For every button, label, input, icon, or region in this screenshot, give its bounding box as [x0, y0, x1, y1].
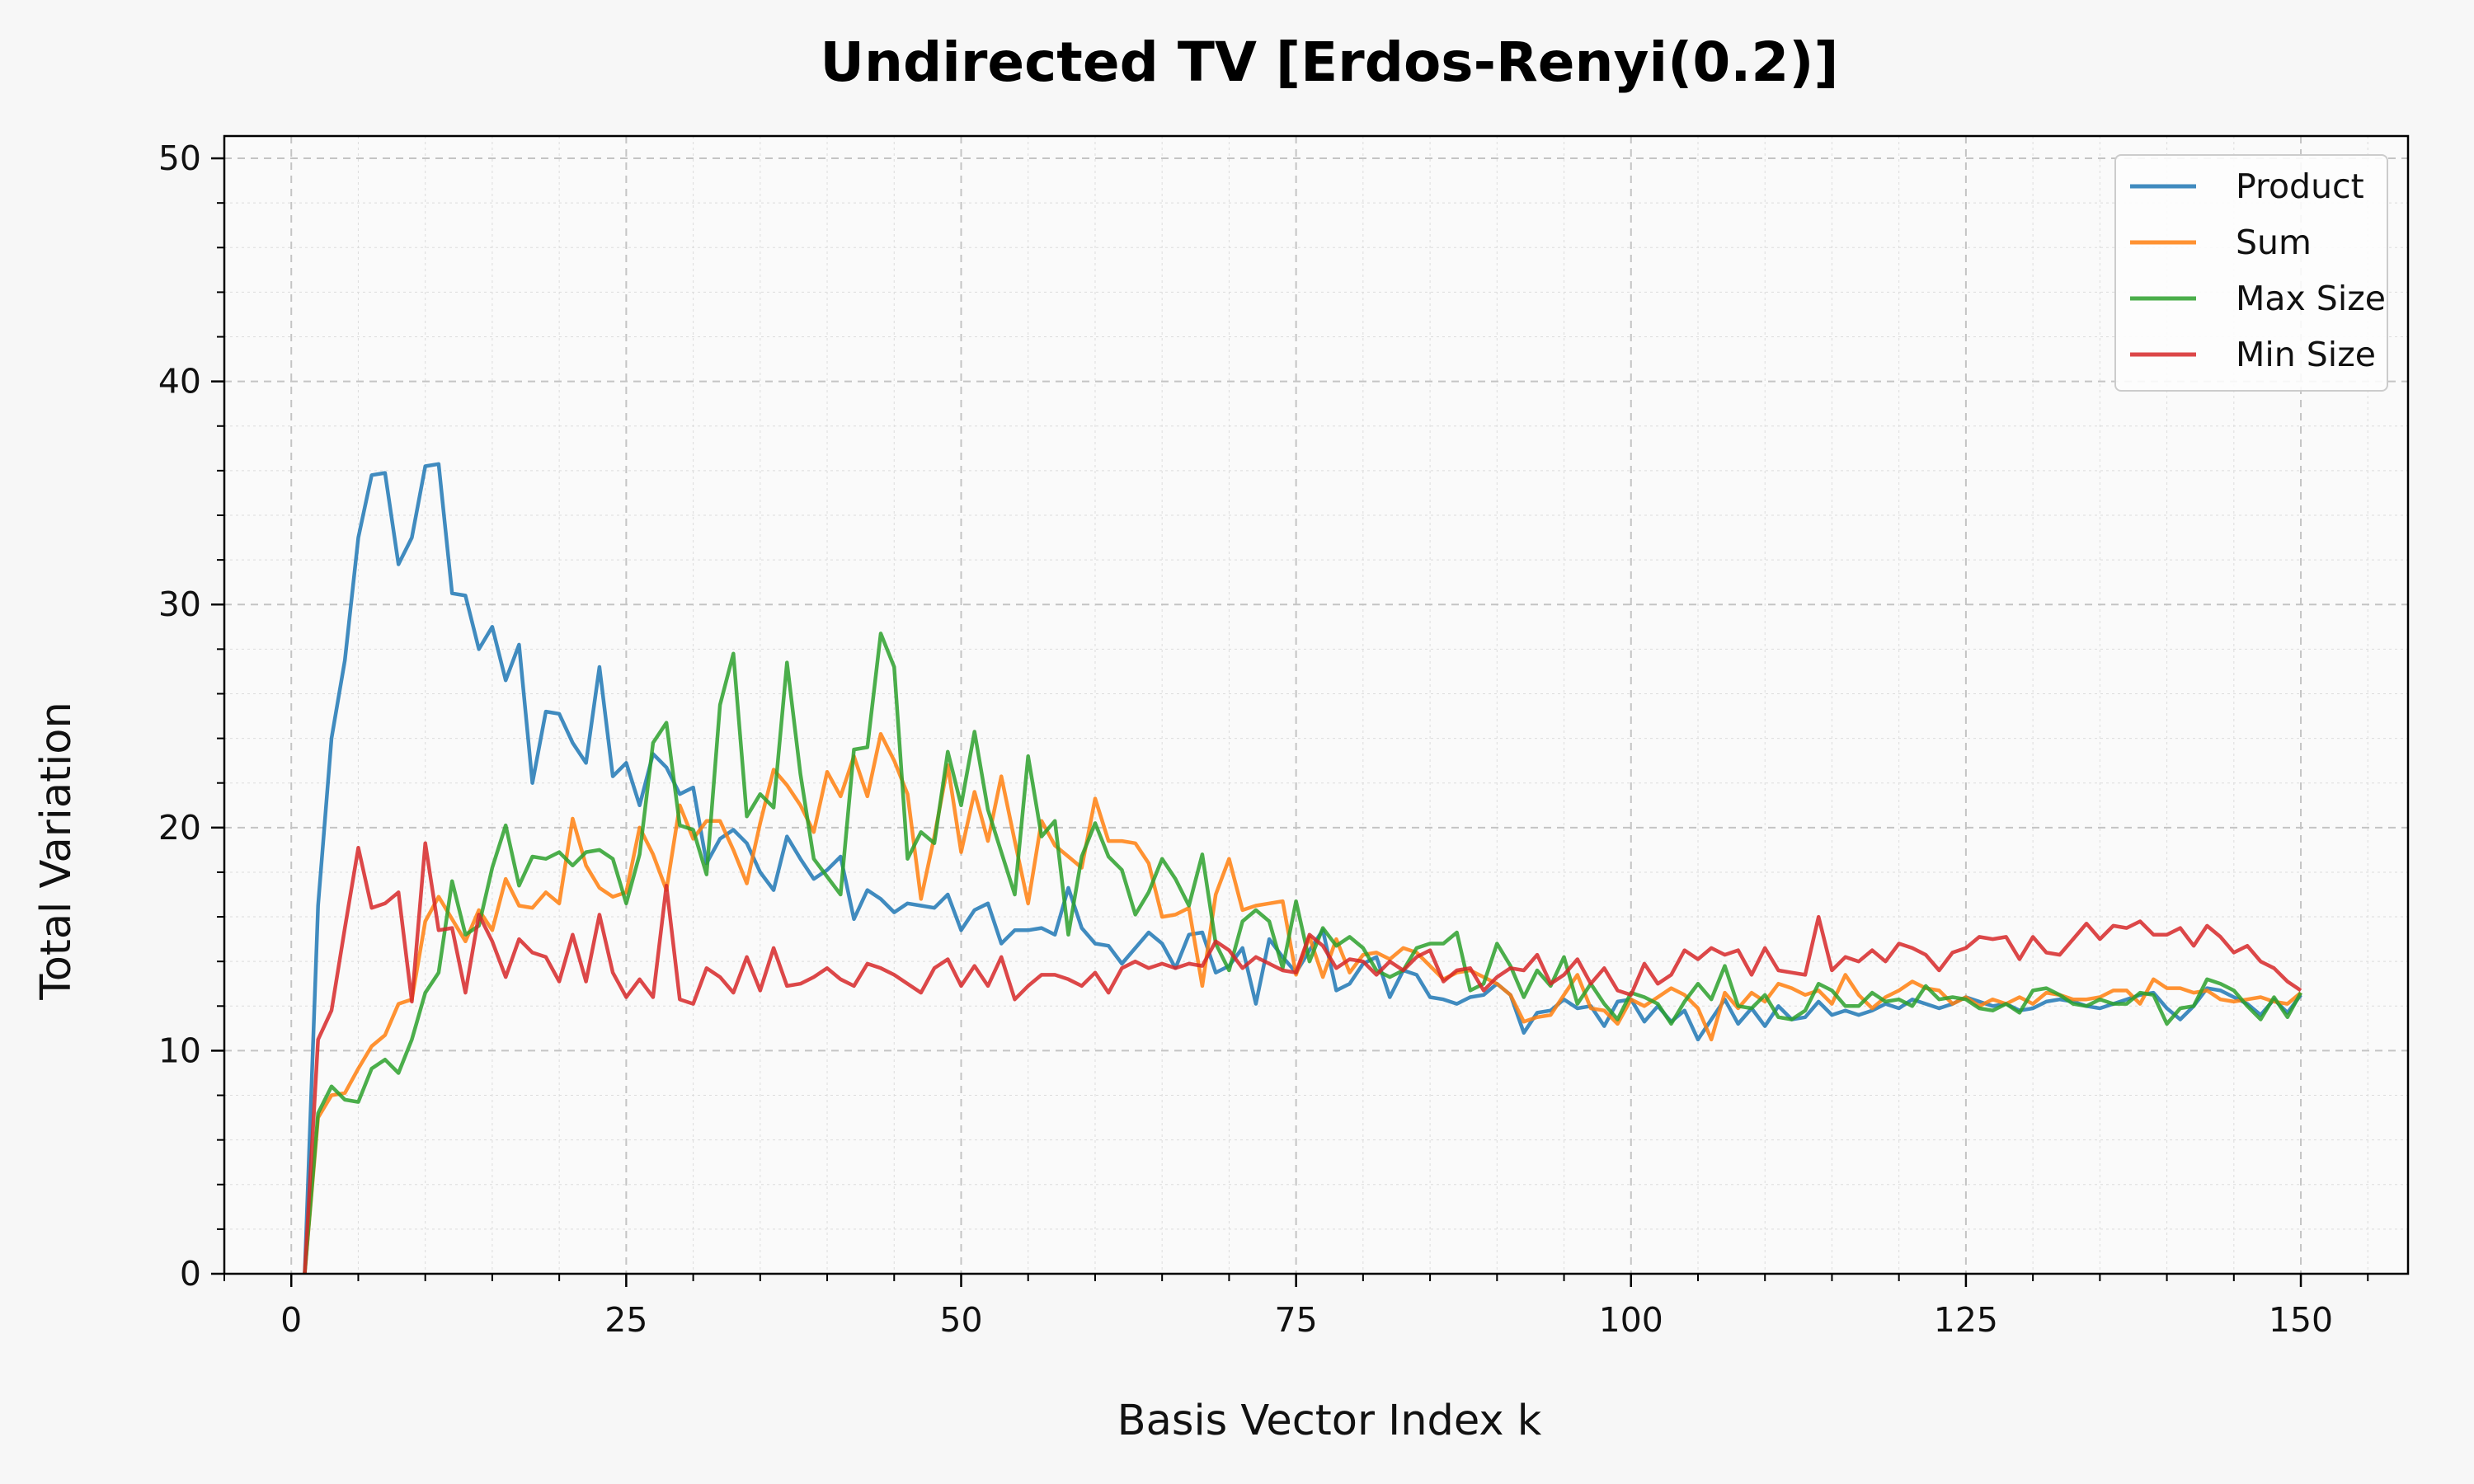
y-tick-label: 50 [158, 139, 201, 178]
x-tick-label: 100 [1599, 1300, 1663, 1340]
plot-area [224, 136, 2408, 1274]
x-tick-label: 50 [939, 1300, 982, 1340]
series-group [303, 462, 2302, 1275]
x-tick-label: 125 [1934, 1300, 1998, 1340]
y-tick-label: 30 [158, 585, 201, 624]
x-tick-label: 25 [604, 1300, 647, 1340]
y-tick-label: 40 [158, 362, 201, 402]
y-tick-label: 10 [158, 1031, 201, 1070]
legend-label-sum: Sum [2236, 223, 2312, 262]
y-tick-label: 20 [158, 808, 201, 848]
x-axis-label: Basis Vector Index k [1117, 1397, 1542, 1445]
legend-label-min-size: Min Size [2236, 335, 2376, 374]
x-tick-label: 75 [1275, 1300, 1318, 1340]
y-tick-label: 0 [180, 1254, 201, 1294]
legend: Product Sum Max Size Min Size [2114, 154, 2388, 392]
plot-frame [223, 134, 2410, 1275]
series-line-min-size [303, 841, 2302, 1275]
x-tick-label: 0 [280, 1300, 302, 1340]
y-axis-label: Total Variation [32, 702, 81, 1001]
axes: 0 25 50 75 100 125 150 0 10 20 30 40 50 [158, 139, 2369, 1340]
series-line-max-size [303, 632, 2302, 1275]
grid [224, 136, 2408, 1275]
legend-label-product: Product [2236, 167, 2364, 206]
legend-label-max-size: Max Size [2236, 279, 2386, 318]
chart-title: Undirected TV [Erdos-Renyi(0.2)] [820, 31, 1838, 94]
legend-box [2114, 154, 2388, 392]
x-tick-label: 150 [2269, 1300, 2333, 1340]
